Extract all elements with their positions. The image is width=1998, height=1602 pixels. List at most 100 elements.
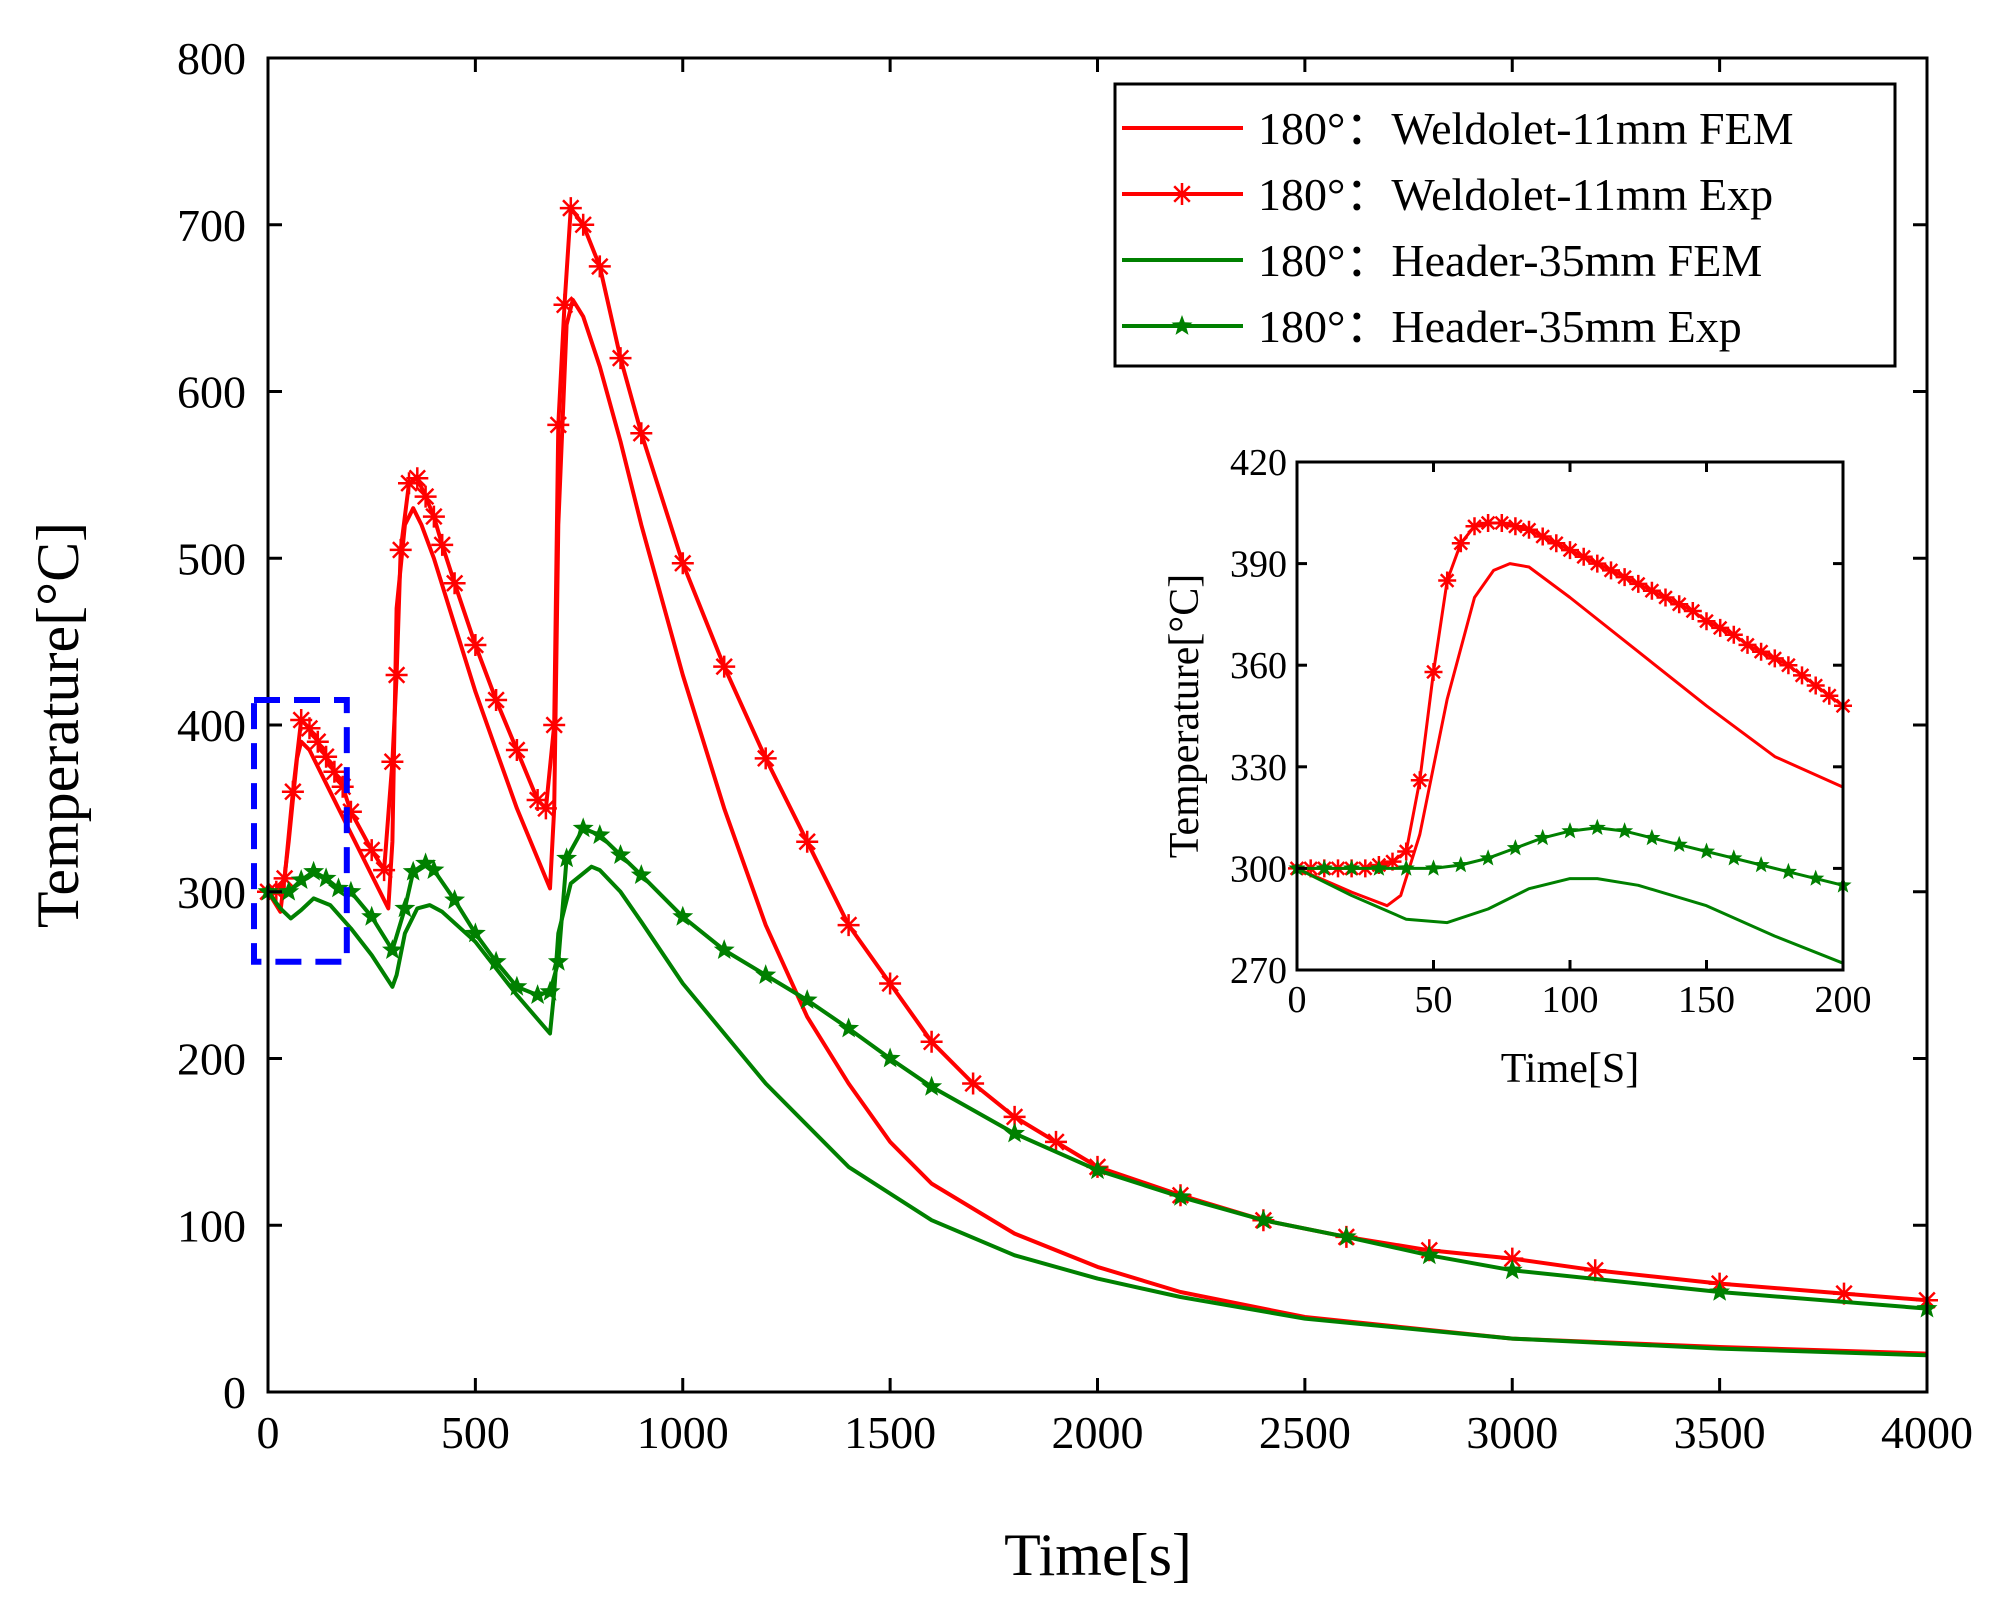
y-tick-label: 360 — [1230, 645, 1287, 687]
series-point-3 — [1452, 856, 1470, 873]
series-point-1 — [547, 413, 570, 436]
series-point-1 — [534, 797, 557, 820]
series-point-3 — [278, 880, 300, 901]
series-point-3 — [539, 980, 561, 1001]
main-ticks-layer: 0 500 1000 1500 2000 2500 3000 3500 400001002003… — [177, 33, 1973, 1458]
inset-series-layer — [1288, 514, 1852, 965]
series-point-1 — [315, 745, 338, 768]
series-point-1 — [1397, 842, 1416, 861]
series-point-3 — [1424, 859, 1443, 876]
inset-background — [1297, 462, 1843, 970]
series-point-3 — [1004, 1122, 1025, 1143]
series-point-3 — [921, 1075, 943, 1096]
series-point-1 — [1806, 676, 1825, 695]
series-point-1 — [754, 747, 777, 770]
series-point-1 — [1683, 602, 1702, 620]
series-point-3 — [340, 880, 362, 901]
series-point-1 — [1383, 852, 1402, 871]
series-point-1 — [1479, 514, 1498, 532]
x-tick-label: 500 — [441, 1407, 510, 1458]
series-point-3 — [290, 869, 312, 889]
series-point-1 — [505, 739, 528, 761]
series-point-3 — [630, 864, 652, 884]
series-point-3 — [402, 860, 424, 881]
series-point-1 — [1779, 656, 1798, 675]
series-point-1 — [920, 1030, 943, 1053]
y-tick-label: 600 — [177, 367, 246, 418]
series-point-1 — [559, 197, 582, 220]
x-tick-label: 4000 — [1881, 1407, 1973, 1458]
y-tick-label: 300 — [177, 867, 246, 918]
series-point-1 — [1574, 547, 1593, 566]
x-tick-label: 0 — [1288, 979, 1307, 1021]
series-point-1 — [630, 422, 653, 445]
series-point-1 — [1697, 612, 1716, 631]
series-point-1 — [381, 750, 404, 773]
x-tick-label: 100 — [1542, 979, 1599, 1021]
x-tick-label: 2500 — [1259, 1407, 1351, 1458]
y-tick-label: 500 — [177, 533, 246, 584]
y-tick-label: 100 — [177, 1200, 246, 1251]
legend-box — [1113, 82, 1897, 368]
series-point-1 — [306, 730, 329, 753]
series-point-3 — [1779, 862, 1797, 880]
y-tick-label: 390 — [1230, 544, 1287, 586]
series-point-1 — [572, 213, 595, 236]
inset-x-axis-title: Time[S] — [1501, 1046, 1640, 1092]
y-tick-label: 0 — [223, 1367, 246, 1418]
series-point-1 — [323, 760, 346, 783]
series-point-1 — [1520, 520, 1538, 539]
series-point-1 — [1752, 642, 1771, 661]
series-point-3 — [1709, 1281, 1731, 1301]
series-point-3 — [1697, 842, 1716, 859]
series-point-1 — [1642, 581, 1661, 600]
series-point-1 — [1711, 618, 1730, 637]
series-point-1 — [962, 1072, 985, 1095]
y-tick-label: 420 — [1230, 442, 1287, 484]
legend-star-marker — [1171, 315, 1193, 335]
y-tick-label: 800 — [177, 33, 246, 84]
series-point-3 — [506, 975, 528, 996]
series-point-1 — [385, 664, 408, 686]
series-point-1 — [431, 533, 454, 556]
series-point-3 — [1087, 1159, 1108, 1180]
series-point-3 — [879, 1047, 901, 1068]
series-point-3 — [361, 905, 383, 926]
x-tick-label: 150 — [1678, 979, 1735, 1021]
series-point-3 — [328, 877, 349, 898]
series-point-3 — [1501, 1259, 1523, 1280]
series-point-1 — [1738, 635, 1757, 654]
series-point-1 — [1656, 588, 1675, 607]
series-point-3 — [1315, 859, 1333, 876]
x-tick-label: 3500 — [1674, 1407, 1766, 1458]
series-point-3 — [796, 989, 818, 1009]
x-tick-label: 200 — [1815, 979, 1872, 1021]
y-tick-label: 330 — [1230, 747, 1287, 789]
series-point-1 — [1584, 1259, 1607, 1282]
series-point-1 — [1438, 571, 1457, 590]
series-point-1 — [360, 839, 383, 862]
series-point-1 — [1492, 514, 1511, 532]
series-point-1 — [553, 293, 576, 316]
series-point-3 — [547, 950, 569, 971]
legend-label-header-fem: 180°：Header-35mm FEM — [1258, 235, 1762, 286]
series-point-3 — [1370, 859, 1388, 876]
inset-chart: 0 50 100 150 200 270 300 330 360 390 420 Time[S] T… — [1162, 442, 1872, 1092]
series-point-1 — [1765, 649, 1784, 668]
series-point-1 — [879, 972, 902, 995]
series-point-3 — [713, 939, 735, 959]
x-tick-label: 1000 — [637, 1407, 729, 1458]
legend: 180°：Weldolet-11mm FEM 180°：Weldolet-11m… — [1113, 82, 1897, 368]
series-point-3 — [838, 1017, 860, 1038]
series-point-1 — [1833, 1282, 1855, 1305]
x-tick-label: 50 — [1415, 979, 1453, 1021]
series-point-3 — [589, 824, 611, 844]
series-point-1 — [1670, 595, 1689, 614]
main-y-axis-title: Temperature[°C] — [25, 522, 91, 928]
series-point-1 — [526, 789, 549, 811]
series-point-3 — [527, 984, 548, 1004]
series-point-1 — [281, 780, 304, 803]
series-point-1 — [588, 255, 611, 278]
series-point-1 — [1793, 666, 1811, 685]
series-point-3 — [672, 905, 694, 926]
